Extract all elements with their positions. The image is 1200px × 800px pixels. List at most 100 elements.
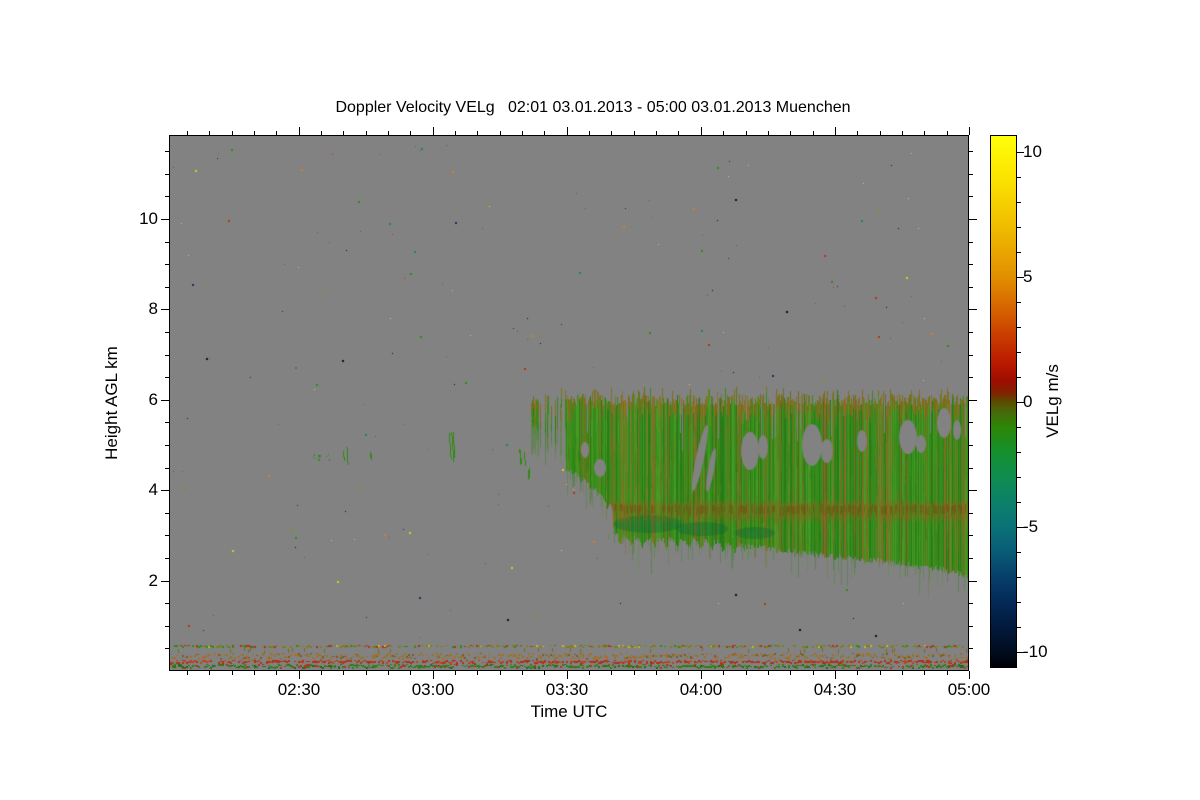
x-minor-tick — [522, 131, 523, 135]
x-minor-tick — [924, 131, 925, 135]
colorbar-minor-tick — [1017, 302, 1021, 303]
y-tick-label: 8 — [148, 299, 158, 318]
x-minor-tick — [656, 671, 657, 675]
y-minor-tick — [165, 445, 169, 446]
x-minor-tick — [232, 131, 233, 135]
y-minor-tick — [969, 242, 973, 243]
x-tick-label: 04:30 — [813, 680, 857, 699]
y-tick-label: 2 — [148, 571, 158, 590]
x-major-tick — [969, 671, 970, 679]
colorbar-minor-tick — [1017, 202, 1021, 203]
y-minor-tick — [165, 264, 169, 265]
x-minor-tick — [477, 671, 478, 675]
x-minor-tick — [924, 671, 925, 675]
x-minor-tick — [947, 671, 948, 675]
y-minor-tick — [969, 355, 973, 356]
colorbar-major-tick — [1017, 277, 1024, 278]
x-minor-tick — [366, 671, 367, 675]
colorbar-minor-tick — [1017, 377, 1021, 378]
y-minor-tick — [165, 535, 169, 536]
x-minor-tick — [768, 131, 769, 135]
x-minor-tick — [187, 131, 188, 135]
y-minor-tick — [165, 603, 169, 604]
colorbar-minor-tick — [1017, 452, 1021, 453]
x-tick-label: 03:00 — [411, 680, 455, 699]
y-major-tick — [969, 581, 977, 582]
y-minor-tick — [165, 355, 169, 356]
x-minor-tick — [611, 131, 612, 135]
y-minor-tick — [165, 558, 169, 559]
x-minor-tick — [768, 671, 769, 675]
colorbar-tick-label: 10 — [1023, 142, 1042, 161]
colorbar-minor-tick — [1017, 502, 1021, 503]
x-minor-tick — [947, 131, 948, 135]
y-minor-tick — [165, 196, 169, 197]
y-minor-tick — [969, 558, 973, 559]
x-minor-tick — [656, 131, 657, 135]
x-minor-tick — [790, 671, 791, 675]
y-minor-tick — [165, 626, 169, 627]
x-tick-label: 05:00 — [947, 680, 991, 699]
y-minor-tick — [165, 151, 169, 152]
colorbar-major-tick — [1017, 527, 1024, 528]
x-minor-tick — [388, 131, 389, 135]
x-minor-tick — [589, 671, 590, 675]
colorbar-major-tick — [1017, 652, 1024, 653]
x-minor-tick — [880, 671, 881, 675]
x-minor-tick — [388, 671, 389, 675]
y-minor-tick — [165, 422, 169, 423]
x-minor-tick — [678, 131, 679, 135]
y-major-tick — [969, 219, 977, 220]
y-minor-tick — [969, 513, 973, 514]
x-major-tick — [701, 127, 702, 135]
colorbar-minor-tick — [1017, 577, 1021, 578]
x-minor-tick — [455, 671, 456, 675]
y-minor-tick — [969, 603, 973, 604]
colorbar-tick-label: 0 — [1023, 392, 1033, 411]
x-minor-tick — [343, 671, 344, 675]
x-minor-tick — [813, 671, 814, 675]
x-minor-tick — [723, 671, 724, 675]
x-minor-tick — [321, 671, 322, 675]
x-minor-tick — [813, 131, 814, 135]
x-minor-tick — [477, 131, 478, 135]
x-major-tick — [701, 671, 702, 679]
x-minor-tick — [634, 671, 635, 675]
x-major-tick — [969, 127, 970, 135]
x-minor-tick — [522, 671, 523, 675]
x-minor-tick — [455, 131, 456, 135]
colorbar-major-tick — [1017, 152, 1024, 153]
y-minor-tick — [969, 151, 973, 152]
x-minor-tick — [209, 671, 210, 675]
y-minor-tick — [969, 422, 973, 423]
x-minor-tick — [276, 671, 277, 675]
y-minor-tick — [969, 626, 973, 627]
x-major-tick — [835, 671, 836, 679]
y-major-tick — [161, 490, 169, 491]
x-major-tick — [433, 127, 434, 135]
colorbar-minor-tick — [1017, 427, 1021, 428]
x-minor-tick — [902, 131, 903, 135]
x-minor-tick — [366, 131, 367, 135]
y-major-tick — [969, 309, 977, 310]
y-minor-tick — [165, 377, 169, 378]
plot-canvas — [170, 136, 968, 670]
x-major-tick — [299, 671, 300, 679]
x-major-tick — [835, 127, 836, 135]
colorbar-minor-tick — [1017, 552, 1021, 553]
x-major-tick — [433, 671, 434, 679]
x-minor-tick — [254, 671, 255, 675]
x-minor-tick — [500, 131, 501, 135]
y-minor-tick — [165, 513, 169, 514]
colorbar-major-tick — [1017, 402, 1024, 403]
y-minor-tick — [969, 264, 973, 265]
x-tick-label: 03:30 — [545, 680, 589, 699]
x-minor-tick — [410, 131, 411, 135]
y-tick-label: 4 — [148, 480, 158, 499]
y-major-tick — [161, 219, 169, 220]
y-minor-tick — [165, 287, 169, 288]
colorbar-minor-tick — [1017, 627, 1021, 628]
colorbar-minor-tick — [1017, 352, 1021, 353]
x-minor-tick — [857, 131, 858, 135]
